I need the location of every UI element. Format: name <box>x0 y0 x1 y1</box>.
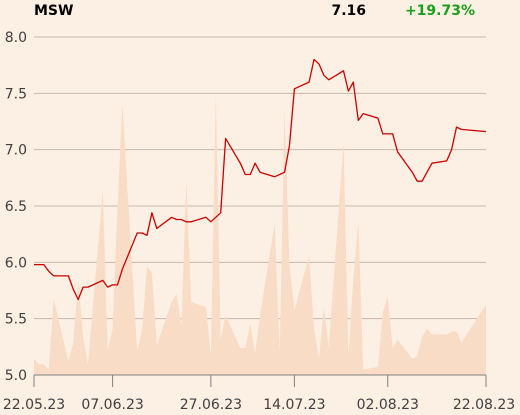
y-tick-label: 7.0 <box>5 143 27 159</box>
y-tick-label: 5.0 <box>5 368 27 384</box>
x-tick-label: 27.06.23 <box>180 397 242 413</box>
price-line-layer <box>33 58 487 301</box>
x-tick-label: 07.06.23 <box>81 397 143 413</box>
last-price: 7.16 <box>331 3 366 19</box>
y-tick-label: 8.0 <box>5 30 27 46</box>
x-tick-label: 22.05.23 <box>3 397 65 413</box>
x-tick-label: 22.08.23 <box>453 397 515 413</box>
axes: 5.0 5.5 6.0 6.5 7.0 7.5 8.0 22.05.23 07.06.23 27.… <box>3 30 515 413</box>
ticker-symbol: MSW <box>34 3 74 19</box>
y-tick-label: 5.5 <box>5 312 27 328</box>
y-tick-label: 6.0 <box>5 255 27 271</box>
volume-area-shape <box>34 93 486 376</box>
price-change-percent: +19.73% <box>404 3 475 19</box>
gridlines <box>34 36 486 376</box>
x-tick-label: 02.08.23 <box>357 397 419 413</box>
volume-area <box>34 93 486 376</box>
x-tick-label: 14.07.23 <box>263 397 325 413</box>
y-tick-label: 7.5 <box>5 86 27 102</box>
y-tick-label: 6.5 <box>5 199 27 215</box>
